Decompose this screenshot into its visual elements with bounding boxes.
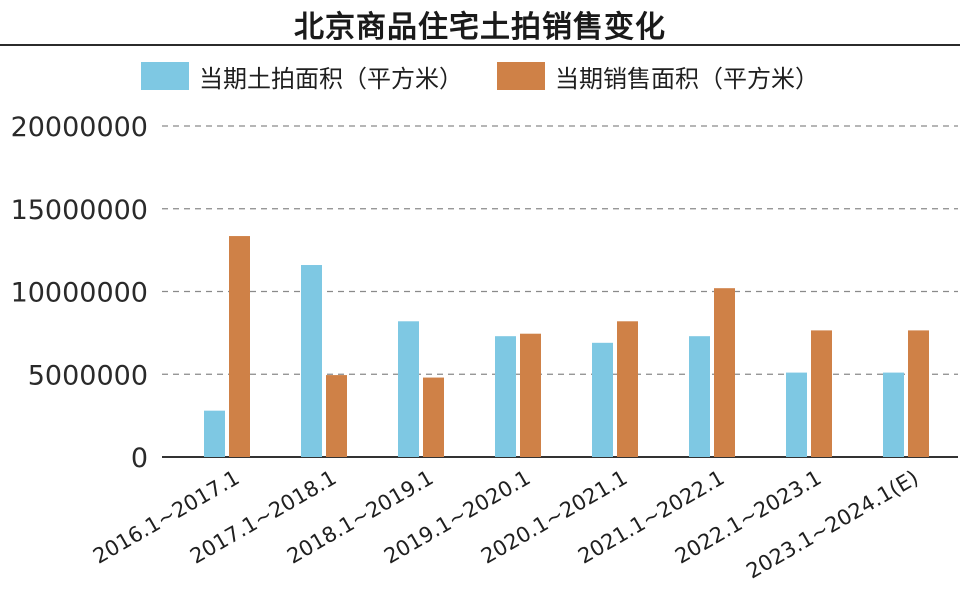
y-tick-label: 15000000 xyxy=(11,195,148,226)
bar-land-area xyxy=(592,342,613,457)
bar-sales-area xyxy=(326,375,347,457)
y-tick-label: 10000000 xyxy=(11,278,148,309)
bar-sales-area xyxy=(520,333,541,457)
bar-sales-area xyxy=(714,288,735,457)
bar-land-area xyxy=(204,410,225,457)
legend-label-land: 当期土拍面积（平方米） xyxy=(199,64,463,93)
bar-land-area xyxy=(883,372,904,457)
chart-title: 北京商品住宅土拍销售变化 xyxy=(294,10,666,45)
bar-sales-area xyxy=(617,321,638,457)
x-tick-label: 2023.1~2024.1(E) xyxy=(742,466,922,584)
bar-land-area xyxy=(786,372,807,457)
y-tick-label: 0 xyxy=(131,443,148,474)
y-tick-label: 20000000 xyxy=(11,112,148,143)
legend-item-sales: 当期销售面积（平方米） xyxy=(497,59,819,94)
bar-sales-area xyxy=(811,330,832,457)
legend-item-land: 当期土拍面积（平方米） xyxy=(141,59,463,94)
legend-label-sales: 当期销售面积（平方米） xyxy=(555,64,819,93)
bar-sales-area xyxy=(908,330,929,457)
bar-land-area xyxy=(398,321,419,457)
bar-land-area xyxy=(301,265,322,457)
legend-swatch-sales xyxy=(497,62,545,90)
bar-land-area xyxy=(689,336,710,457)
bar-sales-area xyxy=(423,377,444,457)
legend: 当期土拍面积（平方米） 当期销售面积（平方米） xyxy=(0,56,960,96)
title-rule xyxy=(0,44,960,46)
legend-swatch-land xyxy=(141,62,189,90)
bar-land-area xyxy=(495,336,516,457)
bar-sales-area xyxy=(229,236,250,457)
y-tick-label: 5000000 xyxy=(28,360,148,391)
